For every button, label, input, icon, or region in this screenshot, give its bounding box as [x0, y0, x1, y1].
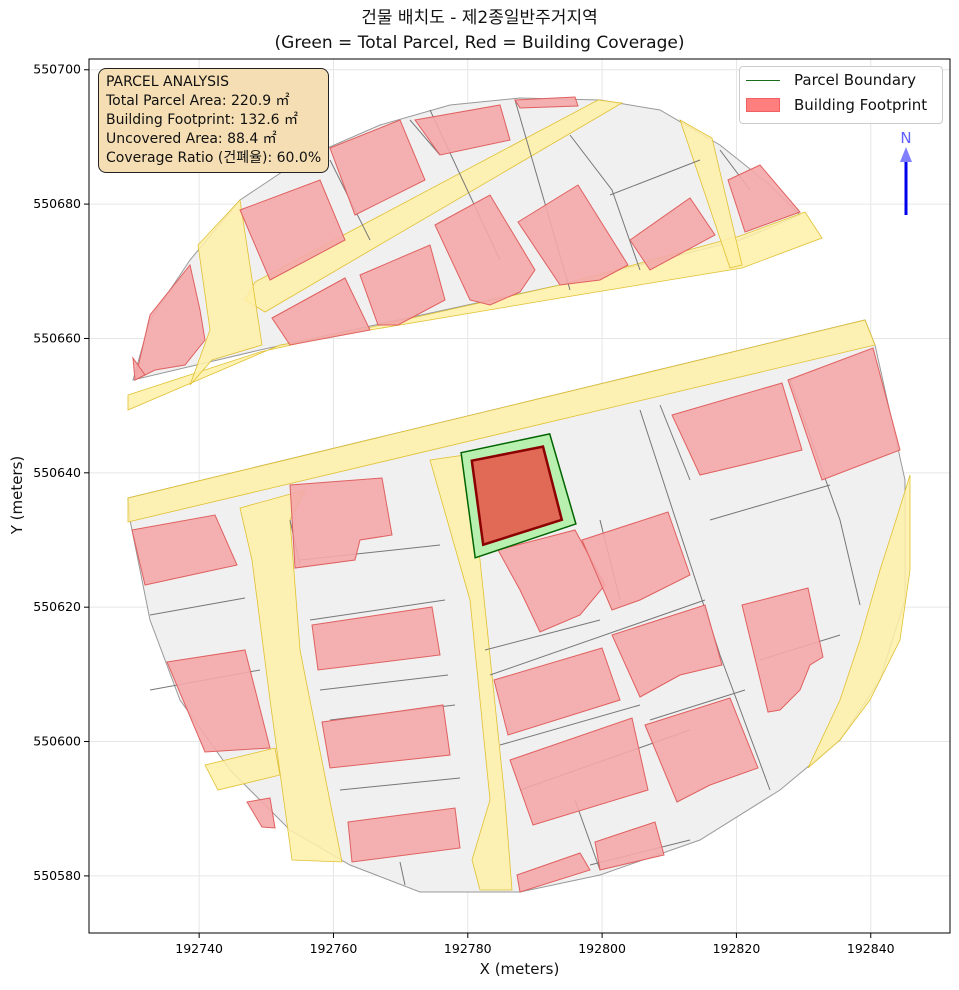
road [189, 199, 263, 386]
building [132, 356, 146, 381]
parcel-line [649, 689, 746, 721]
building [581, 511, 691, 611]
road [807, 474, 911, 769]
legend-label: Building Footprint [794, 96, 928, 114]
y-tick-label: 550580 [33, 868, 81, 883]
axis-ticks: 192740 192760 192780 192800 192820 192840 5505… [33, 62, 894, 956]
building [514, 96, 579, 109]
building [594, 821, 665, 871]
parcel-line [309, 599, 446, 621]
north-label: N [900, 129, 911, 147]
annotation-heading: PARCEL ANALYSIS [106, 74, 230, 90]
parcel-line [409, 119, 441, 156]
parcel-line [484, 619, 601, 651]
plot-frame [88, 58, 951, 934]
parcel-line [659, 404, 691, 481]
parcel-line [399, 861, 406, 886]
parcel-line [569, 134, 641, 271]
legend-item-parcel-boundary: Parcel Boundary [746, 71, 916, 89]
building [271, 277, 371, 346]
road [127, 319, 876, 523]
building [131, 514, 238, 586]
road [679, 119, 743, 269]
chart-title: 건물 배치도 - 제2종일반주거지역 [361, 8, 598, 28]
x-tick-label: 192760 [310, 941, 358, 956]
building [347, 807, 461, 863]
x-tick-label: 192780 [444, 941, 492, 956]
building [414, 104, 511, 156]
total-area-text: Total Parcel Area: 220.9 ㎡ [106, 93, 290, 109]
road [244, 99, 624, 313]
y-tick-label: 550640 [33, 465, 81, 480]
building [359, 244, 446, 326]
legend-item-building-footprint: Building Footprint [746, 96, 927, 114]
building [311, 606, 441, 671]
road [204, 747, 281, 791]
parcel-line [319, 674, 449, 691]
coverage-text: Coverage Ratio (건폐율): 60.0% [106, 150, 322, 166]
building [629, 197, 716, 271]
y-tick-label: 550700 [33, 62, 81, 77]
legend: Parcel Boundary Building Footprint [739, 66, 943, 124]
building [239, 179, 346, 281]
legend-label: Parcel Boundary [794, 71, 917, 89]
building [741, 587, 824, 713]
parcel-line [574, 799, 601, 871]
parcel-line [489, 599, 706, 676]
patch-swatch-icon [746, 98, 780, 112]
y-tick-label: 550680 [33, 196, 81, 211]
parcel-line [149, 597, 246, 616]
parcel-line [639, 409, 771, 791]
north-arrow: N [900, 129, 912, 215]
north-arrow-head-icon [900, 147, 912, 162]
building [644, 697, 759, 803]
parcel-line [339, 777, 461, 791]
line-swatch-icon [746, 79, 780, 81]
context-roads [127, 99, 911, 891]
target-building[interactable] [470, 445, 564, 547]
x-tick-label: 192800 [578, 941, 626, 956]
building [787, 347, 901, 481]
y-tick-label: 550600 [33, 734, 81, 749]
building [434, 194, 536, 306]
building [497, 529, 606, 633]
y-tick-label: 550620 [33, 599, 81, 614]
footprint-text: Building Footprint: 132.6 ㎡ [106, 112, 299, 128]
uncovered-text: Uncovered Area: 88.4 ㎡ [106, 131, 277, 147]
building [134, 263, 206, 381]
building [289, 477, 393, 569]
context-buildings [131, 96, 901, 893]
building [329, 119, 426, 216]
parcel-line [499, 704, 641, 746]
building [517, 184, 629, 286]
y-axis-label: Y (meters) [8, 455, 26, 535]
parcel-line [609, 159, 701, 196]
building [166, 649, 271, 753]
x-axis-label: X (meters) [479, 960, 560, 978]
y-tick-label: 550660 [33, 330, 81, 345]
building [321, 704, 451, 769]
parcel-line [709, 484, 831, 521]
building [509, 717, 649, 826]
building [611, 604, 723, 698]
building [671, 382, 803, 476]
building [246, 797, 276, 829]
x-tick-label: 192740 [175, 941, 223, 956]
building [493, 647, 621, 736]
x-tick-label: 192840 [847, 941, 895, 956]
chart-subtitle: (Green = Total Parcel, Red = Building Co… [274, 33, 685, 53]
x-tick-label: 192820 [713, 941, 761, 956]
building [727, 164, 801, 233]
building [516, 852, 591, 893]
parcel-analysis-box: PARCEL ANALYSIS Total Parcel Area: 220.9… [98, 68, 330, 173]
